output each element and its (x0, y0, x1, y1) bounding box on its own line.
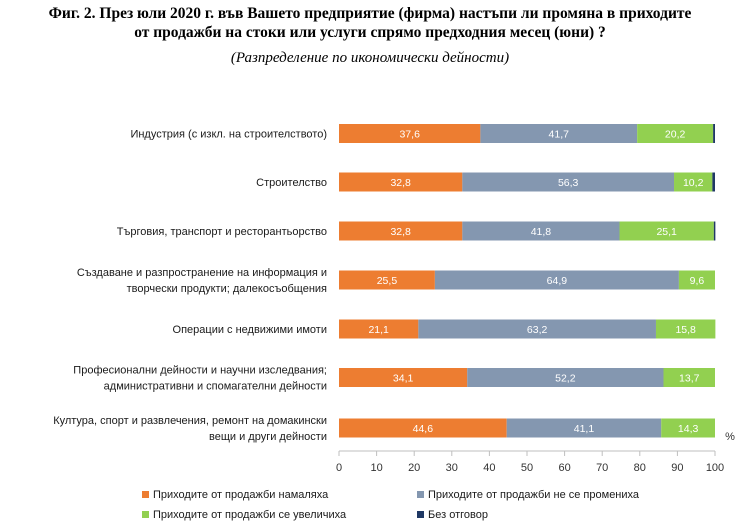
data-label: 44,6 (413, 423, 434, 435)
category-label: Търговия, транспорт и ресторантьорство (117, 226, 327, 238)
data-label: 25,5 (377, 275, 398, 287)
x-tick-label: 40 (483, 462, 495, 474)
category-label: административни и спомагателни дейности (104, 381, 327, 393)
data-label: 21,1 (368, 324, 389, 336)
legend-label: Приходите от продажби се увеличиха (153, 509, 347, 521)
legend-label: Без отговор (428, 509, 488, 521)
data-label: 64,9 (547, 275, 568, 287)
bar-segment (619, 221, 714, 241)
x-tick-label: 100 (706, 462, 724, 474)
bar-segment (655, 319, 716, 339)
bar-segment (674, 172, 713, 192)
category-label: Операции с недвижими имоти (173, 324, 327, 336)
legend-swatch (142, 511, 149, 518)
bar-segment (462, 221, 620, 241)
x-tick-label: 70 (596, 462, 608, 474)
bar-segment (480, 124, 638, 143)
data-label: 56,3 (558, 177, 579, 189)
bar-segment (506, 418, 662, 438)
bar-segment (339, 270, 435, 290)
category-label: творчески продукти; далекосъобщения (127, 283, 327, 295)
bar-segment (418, 319, 656, 339)
legend-label: Приходите от продажби намаляха (153, 489, 329, 501)
data-label: 63,2 (527, 324, 548, 336)
legend-swatch (417, 511, 424, 518)
chart-title-line2: от продажби на стоки или услуги спрямо п… (134, 24, 606, 41)
bar-segment (339, 221, 463, 241)
data-label: 14,3 (678, 423, 699, 435)
unit-label: % (725, 431, 735, 443)
bar-segment (462, 172, 675, 192)
data-label: 41,7 (549, 128, 570, 140)
data-label: 41,8 (531, 226, 552, 238)
chart-title-line1: Фиг. 2. През юли 2020 г. във Вашето пред… (48, 5, 692, 22)
bar-segment (713, 124, 715, 143)
bar-segment (712, 172, 715, 192)
category-label: Строителство (256, 177, 327, 189)
data-label: 52,2 (555, 372, 576, 384)
x-tick-label: 50 (521, 462, 533, 474)
bar-segment (467, 368, 664, 387)
data-label: 9,6 (690, 275, 705, 287)
data-label: 32,8 (390, 177, 411, 189)
data-label: 34,1 (393, 372, 414, 384)
data-label: 10,2 (683, 177, 704, 189)
data-label: 15,8 (675, 324, 696, 336)
legend-swatch (417, 491, 424, 498)
data-label: 41,1 (574, 423, 595, 435)
data-label: 25,1 (656, 226, 677, 238)
legend-label: Приходите от продажби не се промениха (428, 489, 640, 501)
data-label: 13,7 (679, 372, 700, 384)
category-label: Култура, спорт и развлечения, ремонт на … (53, 415, 327, 427)
data-label: 32,8 (390, 226, 411, 238)
bar-segment (339, 319, 419, 339)
x-tick-label: 80 (634, 462, 646, 474)
legend-swatch (142, 491, 149, 498)
data-label: 20,2 (665, 128, 686, 140)
x-tick-label: 0 (336, 462, 342, 474)
bar-segment (713, 221, 716, 241)
x-tick-label: 10 (370, 462, 382, 474)
bar-segment (339, 368, 468, 387)
bar-segment (663, 368, 715, 387)
data-label: 37,6 (399, 128, 420, 140)
bar-segment (678, 270, 715, 290)
x-tick-label: 60 (558, 462, 570, 474)
category-label: Индустрия (с изкл. на строителството) (130, 129, 327, 141)
x-tick-label: 20 (408, 462, 420, 474)
bar-segment (434, 270, 679, 290)
bar-segment (637, 124, 714, 143)
bar-segment (339, 124, 481, 143)
x-tick-label: 30 (446, 462, 458, 474)
x-tick-label: 90 (671, 462, 683, 474)
chart-subtitle: (Разпределение по икономически дейности) (230, 50, 510, 66)
bar-segment (661, 418, 715, 438)
bar-segment (339, 418, 507, 438)
category-label: Професионални дейности и научни изследва… (73, 365, 327, 377)
category-label: вещи и други дейности (209, 431, 327, 443)
bar-segment (339, 172, 463, 192)
category-label: Създаване и разпространение на информаци… (77, 267, 327, 279)
chart-title: Фиг. 2. През юли 2020 г. във Вашето пред… (0, 4, 740, 42)
